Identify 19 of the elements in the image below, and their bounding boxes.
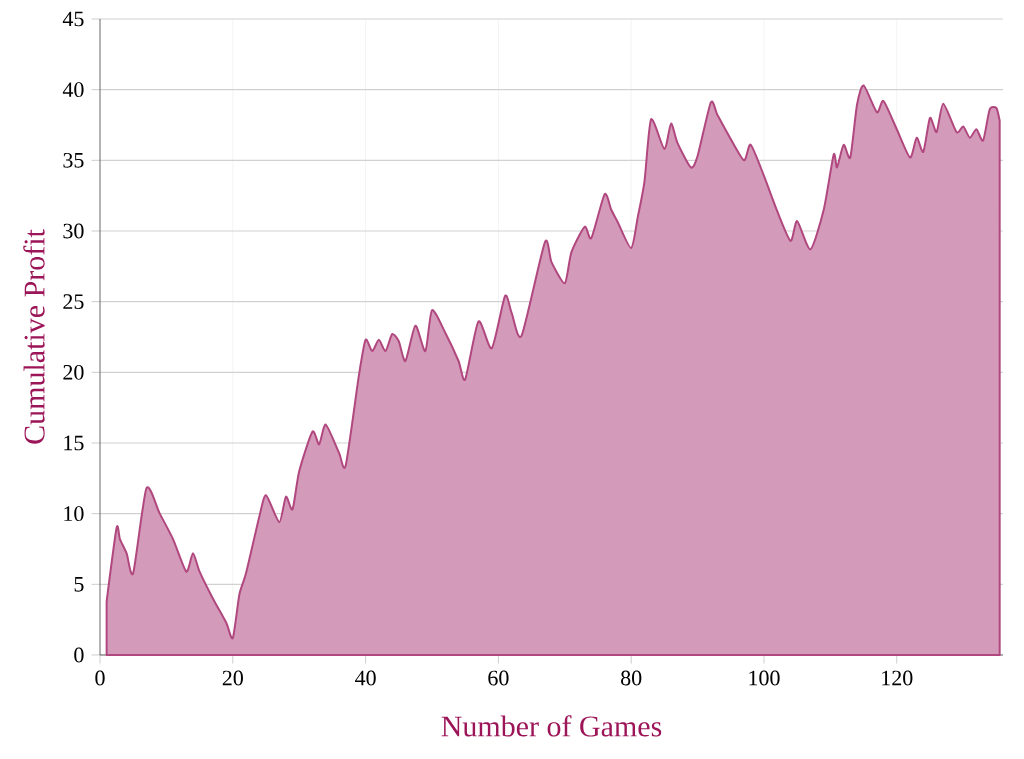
y-tick-label: 30 [63,223,84,239]
y-axis-title: Cumulative Profit [23,229,45,444]
y-tick-label: 40 [62,82,84,98]
y-tick-label: 25 [63,294,84,310]
y-tick-label: 45 [62,11,84,27]
x-tick-label: 120 [882,670,913,686]
x-tick-label: 60 [488,670,509,686]
x-tick-label: 20 [222,670,243,686]
y-tick-label: 10 [64,506,84,522]
y-tick-label: 35 [63,152,84,168]
x-tick-label: 40 [355,670,376,686]
x-tick-label: 80 [621,670,642,686]
x-tick-label: 0 [95,670,105,686]
y-tick-label: 0 [74,647,84,663]
x-tick-label: 100 [749,670,780,686]
x-axis-title: Number of Games [441,715,662,737]
y-tick-label: 20 [63,364,84,380]
y-tick-label: 15 [64,435,84,451]
y-tick-label: 5 [74,577,84,592]
